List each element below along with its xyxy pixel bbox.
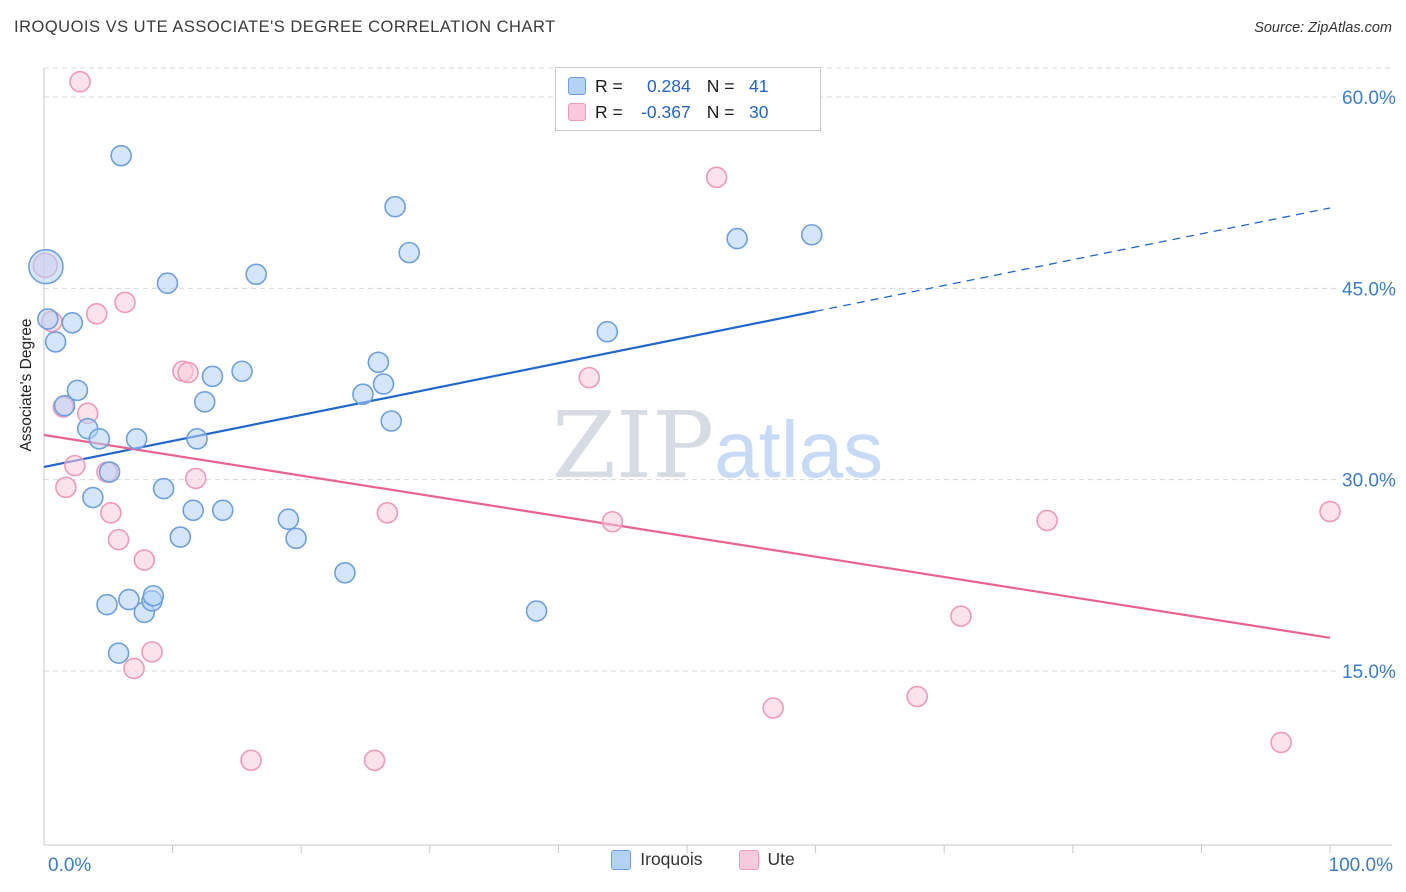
y-tick-label: 30.0% xyxy=(1342,471,1396,492)
scatter-point-ute xyxy=(133,549,156,571)
scatter-point-iroquois xyxy=(285,527,307,550)
scatter-point-iroquois xyxy=(372,373,395,395)
scatter-point-iroquois xyxy=(125,428,148,450)
scatter-point-iroquois xyxy=(110,144,132,167)
ute-swatch-icon xyxy=(568,103,586,121)
scatter-point-iroquois xyxy=(201,365,224,388)
scatter-point-iroquois xyxy=(107,642,130,664)
scatter-point-ute xyxy=(1319,500,1341,523)
watermark: ZIPatlas xyxy=(552,400,883,492)
scatter-point-ute xyxy=(240,749,262,772)
scatter-point-ute xyxy=(177,361,199,384)
scatter-point-iroquois xyxy=(37,308,59,330)
scatter-point-iroquois xyxy=(186,428,208,450)
n-label: N = xyxy=(706,101,735,122)
scatter-point-ute xyxy=(85,303,108,325)
scatter-point-ute xyxy=(64,454,86,477)
scatter-point-ute xyxy=(578,366,601,389)
scatter-point-iroquois xyxy=(98,461,121,483)
scatter-point-iroquois xyxy=(152,477,175,500)
scatter-point-ute xyxy=(114,291,136,314)
n-value: 30 xyxy=(749,101,769,122)
trend-line-projection-iroquois xyxy=(815,207,1331,312)
scatter-point-iroquois xyxy=(156,272,179,295)
series-legend-iroquois: Iroquois xyxy=(611,849,703,870)
scatter-point-iroquois xyxy=(525,600,548,622)
n-value: 41 xyxy=(749,75,769,96)
scatter-point-iroquois xyxy=(118,588,140,611)
correlation-legend: R = 0.284 N = 41 R = -0.367 N = 30 xyxy=(555,67,821,131)
y-tick-label: 15.0% xyxy=(1342,662,1396,683)
scatter-point-ute xyxy=(950,605,972,627)
iroquois-swatch-icon xyxy=(568,77,586,95)
scatter-point-iroquois xyxy=(398,241,421,264)
watermark-atlas: atlas xyxy=(714,405,884,494)
ute-swatch-icon xyxy=(738,849,759,870)
iroquois-swatch-icon xyxy=(611,849,632,870)
scatter-point-ute xyxy=(1036,509,1058,532)
legend-row-ute: R = -0.367 N = 30 xyxy=(568,102,808,123)
scatter-point-ute xyxy=(376,502,399,524)
scatter-point-ute xyxy=(184,467,207,490)
scatter-point-iroquois xyxy=(800,223,823,246)
scatter-point-iroquois xyxy=(352,383,374,406)
scatter-point-ute xyxy=(141,641,163,663)
scatter-point-ute xyxy=(363,749,386,772)
scatter-point-iroquois xyxy=(88,428,111,450)
scatter-point-ute xyxy=(123,657,145,680)
scatter-point-iroquois xyxy=(245,263,267,286)
r-label: R = xyxy=(595,101,623,122)
scatter-point-iroquois xyxy=(334,561,356,584)
y-axis-title: Associate's Degree xyxy=(18,318,35,452)
scatter-point-iroquois xyxy=(193,391,216,413)
scatter-point-iroquois xyxy=(367,351,390,374)
scatter-point-iroquois xyxy=(277,508,300,531)
watermark-zip: ZIP xyxy=(552,392,715,499)
y-tick-label: 45.0% xyxy=(1342,279,1396,300)
scatter-point-iroquois xyxy=(211,499,234,522)
scatter-point-iroquois xyxy=(82,486,104,509)
scatter-point-ute xyxy=(906,685,928,708)
trend-line-iroquois xyxy=(43,310,816,468)
scatter-point-iroquois xyxy=(44,331,67,353)
scatter-point-ute xyxy=(107,528,130,551)
scatter-point-iroquois xyxy=(28,248,64,285)
r-label: R = xyxy=(595,75,623,96)
scatter-point-iroquois xyxy=(231,360,253,383)
scatter-point-iroquois xyxy=(169,526,192,548)
series-legend-label: Ute xyxy=(767,849,795,869)
legend-row-iroquois: R = 0.284 N = 41 xyxy=(568,76,808,97)
scatter-point-iroquois xyxy=(380,410,403,432)
chart-title: IROQUOIS VS UTE ASSOCIATE'S DEGREE CORRE… xyxy=(14,18,556,36)
scatter-point-iroquois xyxy=(53,394,76,417)
scatter-point-iroquois xyxy=(96,593,118,616)
y-tick-label: 60.0% xyxy=(1342,88,1396,109)
scatter-point-ute xyxy=(55,476,77,499)
scatter-point-ute xyxy=(100,502,122,524)
scatter-point-ute xyxy=(705,166,728,189)
source-credit: Source: ZipAtlas.com xyxy=(1254,20,1392,36)
scatter-point-iroquois xyxy=(66,379,89,402)
scatter-point-iroquois xyxy=(142,584,165,607)
scatter-point-iroquois xyxy=(384,195,406,218)
scatter-point-iroquois xyxy=(726,227,748,250)
trend-line-ute xyxy=(43,433,1331,639)
r-value: -0.367 xyxy=(641,101,691,122)
r-value: 0.284 xyxy=(646,75,691,96)
n-label: N = xyxy=(706,75,735,96)
x-tick-label: 100.0% xyxy=(1329,855,1394,876)
scatter-point-iroquois xyxy=(182,499,204,522)
series-legend-label: Iroquois xyxy=(640,849,703,869)
scatter-point-iroquois xyxy=(61,311,84,334)
scatter-point-ute xyxy=(1270,731,1292,754)
scatter-point-ute xyxy=(762,697,784,719)
scatter-point-ute xyxy=(601,510,624,533)
series-legend: Iroquois Ute xyxy=(0,849,1406,870)
scatter-point-iroquois xyxy=(596,320,619,343)
scatter-point-ute xyxy=(69,70,91,93)
series-legend-ute: Ute xyxy=(738,849,795,870)
chart-header: IROQUOIS VS UTE ASSOCIATE'S DEGREE CORRE… xyxy=(14,18,1392,37)
x-tick-label: 0.0% xyxy=(48,855,91,876)
